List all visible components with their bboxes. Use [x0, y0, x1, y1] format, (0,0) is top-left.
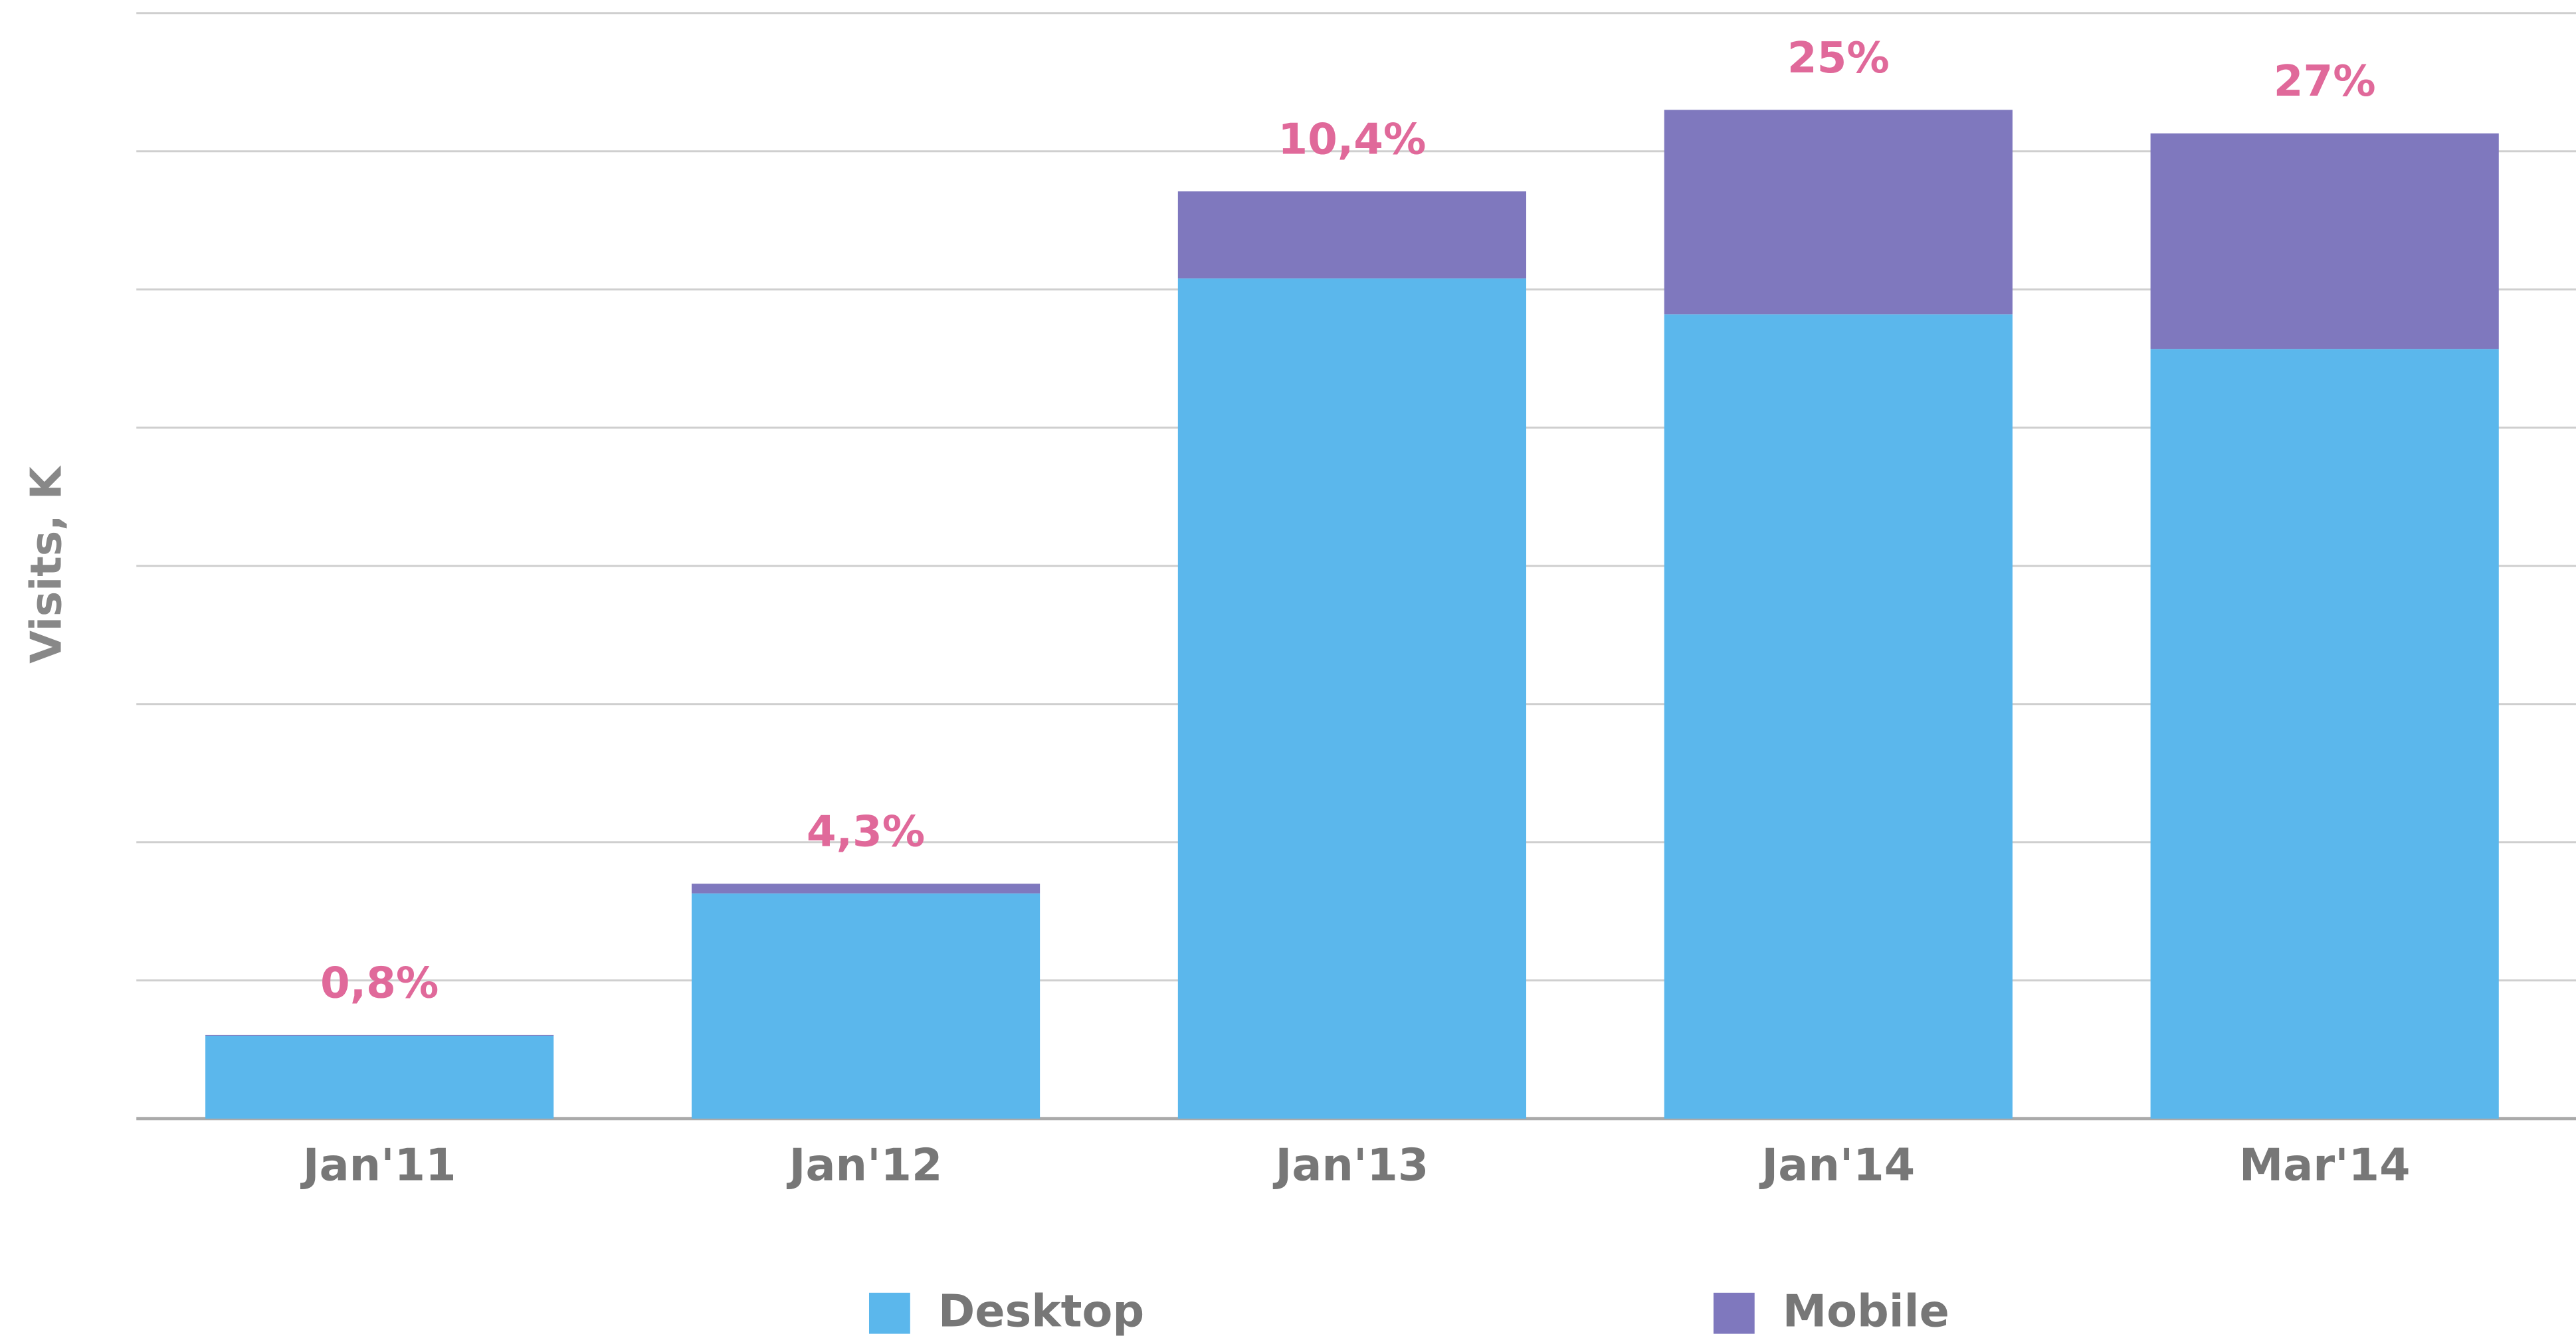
bar-segment: [1664, 314, 2013, 1119]
legend-swatch: [1713, 1292, 1755, 1334]
bar-annotation: 4,3%: [807, 807, 925, 857]
legend-label: Mobile: [1783, 1286, 1949, 1337]
bar-annotation: 27%: [2274, 56, 2376, 106]
y-axis-label: Visits, K: [22, 465, 72, 664]
x-tick-label: Jan'13: [1273, 1139, 1429, 1191]
bar-segment: [1177, 278, 1527, 1119]
bar-segment: [691, 893, 1040, 1119]
bar-annotation: 10,4%: [1278, 114, 1426, 164]
bar-segment: [691, 884, 1040, 894]
x-tick-label: Jan'11: [300, 1139, 456, 1191]
x-tick-label: Mar'14: [2239, 1139, 2411, 1191]
bar-segment: [2150, 349, 2499, 1119]
bar-annotation: 0,8%: [320, 958, 439, 1008]
legend-swatch: [868, 1292, 910, 1334]
x-tick-label: Jan'12: [787, 1139, 943, 1191]
bar-segment: [1177, 191, 1527, 279]
bar-segment: [205, 1035, 554, 1119]
bar-segment: [1664, 110, 2013, 315]
legend-label: Desktop: [938, 1286, 1144, 1337]
bar-annotation: 25%: [1787, 33, 1890, 83]
x-tick-label: Jan'14: [1759, 1139, 1915, 1191]
bar-segment: [2150, 133, 2499, 349]
bar-segment: [205, 1034, 554, 1036]
